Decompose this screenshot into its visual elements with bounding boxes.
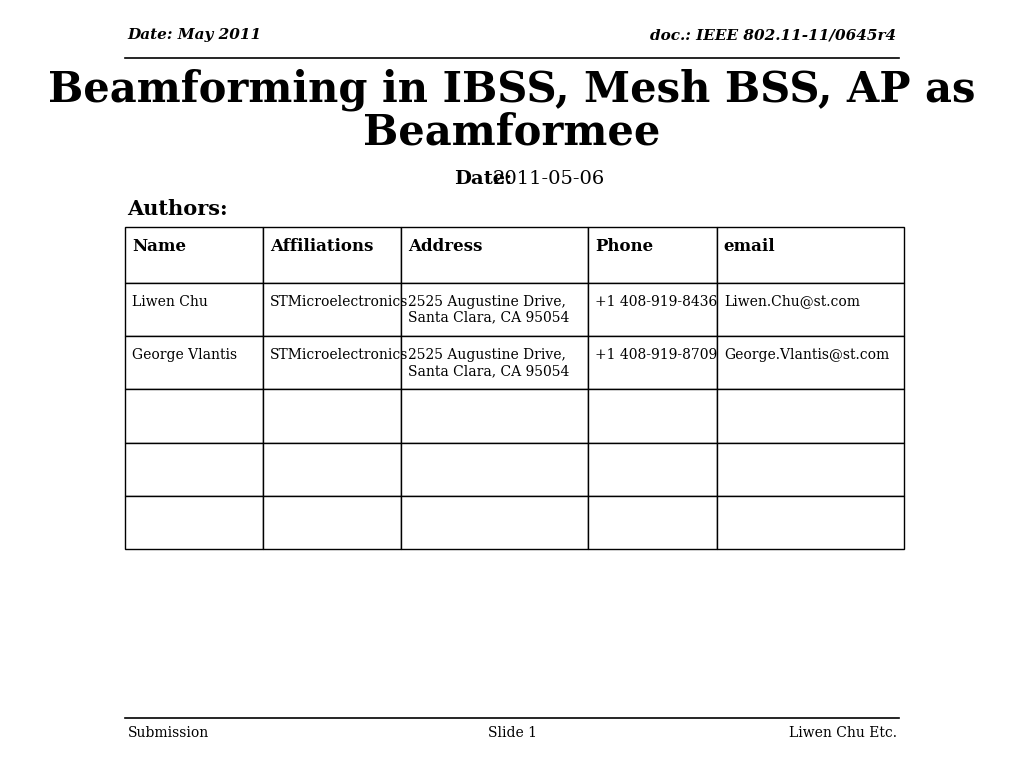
Text: Liwen Chu: Liwen Chu [132,294,208,309]
Text: 2525 Augustine Drive,
Santa Clara, CA 95054: 2525 Augustine Drive, Santa Clara, CA 95… [408,348,569,378]
Text: Date:: Date: [454,170,512,188]
Text: Phone: Phone [595,238,653,255]
Bar [588,336,717,389]
Bar [717,227,903,283]
Text: STMicroelectronics: STMicroelectronics [270,294,409,309]
Bar [263,227,400,283]
Bar [125,227,263,283]
Text: Beamforming in IBSS, Mesh BSS, AP as: Beamforming in IBSS, Mesh BSS, AP as [48,69,976,111]
Bar [717,496,903,549]
Bar [125,496,263,549]
Bar [588,496,717,549]
Text: George.Vlantis@st.com: George.Vlantis@st.com [724,348,889,362]
Bar [717,389,903,442]
Bar [588,389,717,442]
Text: Submission: Submission [127,726,209,740]
Bar [263,496,400,549]
Text: 2011-05-06: 2011-05-06 [493,170,604,188]
Bar [717,336,903,389]
Text: +1 408-919-8709: +1 408-919-8709 [595,348,717,362]
Text: Beamformee: Beamformee [364,111,660,154]
Bar [717,283,903,336]
Bar [400,227,588,283]
Bar [125,283,263,336]
Bar [400,336,588,389]
Text: George Vlantis: George Vlantis [132,348,237,362]
Text: +1 408-919-8436: +1 408-919-8436 [595,294,717,309]
Text: Address: Address [408,238,482,255]
Bar [125,336,263,389]
Bar [400,389,588,442]
Text: Liwen Chu Etc.: Liwen Chu Etc. [788,726,897,740]
Text: Liwen.Chu@st.com: Liwen.Chu@st.com [724,294,860,309]
Text: email: email [724,238,775,255]
Bar [588,283,717,336]
Text: Slide 1: Slide 1 [487,726,537,740]
Bar [263,389,400,442]
Text: Name: Name [132,238,186,255]
Text: 2525 Augustine Drive,
Santa Clara, CA 95054: 2525 Augustine Drive, Santa Clara, CA 95… [408,294,569,325]
Bar [125,389,263,442]
Bar [588,442,717,496]
Text: doc.: IEEE 802.11-11/0645r4: doc.: IEEE 802.11-11/0645r4 [650,28,897,42]
Text: Authors:: Authors: [127,199,228,219]
Bar [588,227,717,283]
Bar [125,442,263,496]
Bar [263,283,400,336]
Text: Affiliations: Affiliations [270,238,374,255]
Bar [263,336,400,389]
Bar [400,442,588,496]
Bar [263,442,400,496]
Bar [400,283,588,336]
Text: Date: May 2011: Date: May 2011 [127,28,261,42]
Bar [717,442,903,496]
Bar [400,496,588,549]
Text: STMicroelectronics: STMicroelectronics [270,348,409,362]
